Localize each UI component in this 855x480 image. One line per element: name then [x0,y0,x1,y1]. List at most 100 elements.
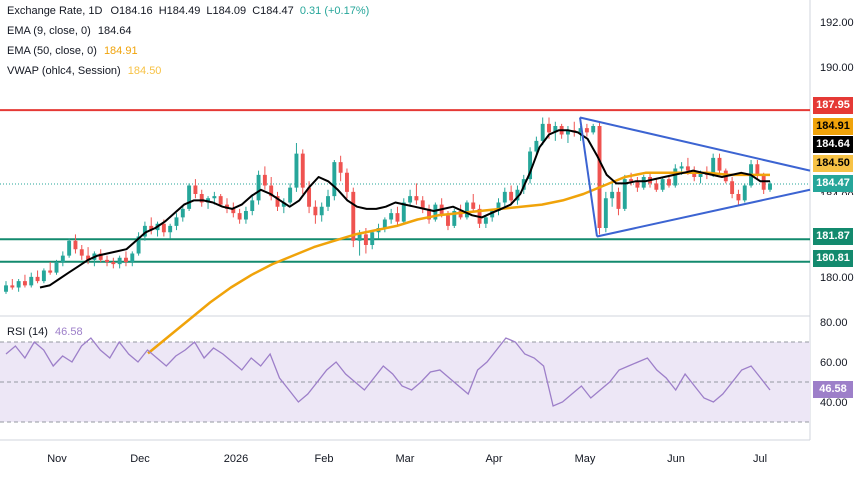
candle-body [509,191,514,201]
price-tag-last: 184.47 [813,175,853,192]
candle-body [471,202,476,209]
candle-body [515,189,520,201]
candle-body [218,196,223,205]
candle-body [237,213,242,220]
candle-body [10,285,15,288]
candle-body [345,172,349,192]
candle-body [490,211,495,218]
high-value: H184.49 [158,5,201,17]
candle-body [111,262,116,265]
candle-body [332,162,337,197]
symbol-name: Exchange Rate, 1D [7,5,103,17]
candle-body [117,257,122,265]
candle-body [136,236,141,254]
candle-body [420,200,425,209]
candle-body [685,166,690,171]
candle-body [565,130,570,135]
candle-body [262,174,267,186]
candle-body [98,253,103,260]
candle-body [67,240,72,256]
candle-body [483,217,488,224]
candle-body [528,151,533,180]
candle-body [60,255,65,262]
time-axis-label: Dec [130,453,150,465]
candle-body [717,157,722,171]
candle-body [199,194,204,203]
rsi-value: 46.58 [55,326,83,338]
candle-body [768,183,772,190]
candle-body [351,191,356,241]
candle-body [370,232,375,245]
price-tag-support2: 180.81 [813,250,853,267]
candle-body [288,187,293,203]
price-tick-190: 190.00 [820,62,854,74]
candle-body [313,206,318,216]
candle-body [22,281,27,286]
candle-body [629,179,634,182]
rsi-tick-60: 60.00 [820,357,848,369]
candle-body [281,202,286,207]
candle-body [269,185,274,197]
candle-body [427,208,431,220]
candle-body [408,196,413,203]
candle-body [761,174,766,190]
time-axis-label: Feb [315,453,334,465]
candle-body [307,187,312,207]
price-tick-192: 192.00 [820,17,854,29]
candle-body [319,206,324,216]
candle-body [256,174,261,201]
candle-body [382,219,387,228]
rsi-line [5,337,771,407]
legend-vwap: VWAP (ohlc4, Session) 184.50 [7,65,161,77]
ema9-name: EMA (9, close, 0) [7,25,91,37]
price-tag-ema9: 184.64 [813,136,853,153]
candle-body [16,281,21,288]
triangle-upper-line [579,116,811,172]
candle-body [622,179,627,209]
ema50-value: 184.91 [103,45,138,57]
candle-body [414,196,419,201]
time-axis-label: Jun [667,453,685,465]
ema50-name: EMA (50, close, 0) [7,45,97,57]
candle-body [679,166,684,169]
candle-body [584,128,589,133]
candle-body [464,202,469,218]
candle-body [389,213,394,220]
candle-body [667,179,671,186]
candle-body [553,126,558,133]
candle-body [193,185,198,194]
candle-body [174,217,179,226]
legend-ema9: EMA (9, close, 0) 184.64 [7,25,131,37]
candle-body [168,225,173,233]
candle-body [294,153,299,188]
candle-body [79,249,84,256]
candle-body [673,168,678,186]
candle-body [149,225,154,231]
legend-main: Exchange Rate, 1D O184.16 H184.49 L184.0… [7,5,369,17]
price-tick-180: 180.00 [820,272,854,284]
ema50-line [147,171,770,355]
candle-body [187,185,192,209]
triangle-base-line [579,117,598,237]
candle-body [124,257,128,262]
candle-body [86,255,91,260]
candle-body [206,198,211,203]
candle-body [616,191,621,209]
legend-ema50: EMA (50, close, 0) 184.91 [7,45,138,57]
candle-body [496,202,501,211]
rsi-tick-40: 40.00 [820,397,848,409]
candle-body [243,211,248,220]
ema9-value: 184.64 [97,25,132,37]
candle-body [212,196,217,199]
rsi-name: RSI (14) [7,326,48,338]
candle-body [54,262,59,273]
price-tick-184-partial: 184.00 [820,190,854,195]
time-axis-label: May [575,453,596,465]
open-value: O184.16 [110,5,153,17]
time-axis-label: Nov [47,453,67,465]
candle-body [736,194,741,201]
candle-body [161,223,166,233]
candle-body [603,198,608,228]
candle-body [250,200,255,211]
